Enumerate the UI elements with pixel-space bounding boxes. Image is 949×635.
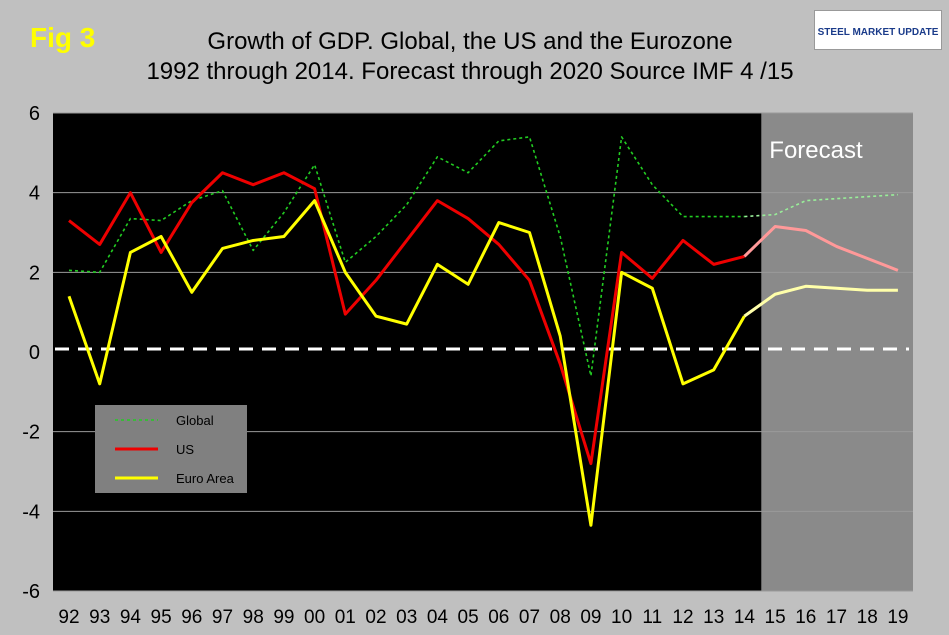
x-tick-label: 04 (427, 607, 449, 628)
x-tick-labels: 92 93 94 95 96 97 98 99 00 01 02 03 04 05 06 07 08 09 10 11… (58, 607, 908, 628)
x-tick-label: 00 (304, 607, 325, 628)
x-tick-label: 13 (703, 607, 724, 628)
forecast-label: Forecast (769, 137, 863, 164)
x-tick-label: 12 (672, 607, 693, 628)
series-forecast-line-1 (743, 225, 899, 272)
y-tick-label: 0 (29, 342, 40, 364)
y-tick-label: 2 (29, 262, 40, 284)
x-tick-label: 14 (734, 607, 756, 628)
legend-euro-label: Euro Area (176, 471, 235, 486)
forecast-region (761, 113, 913, 591)
x-tick-label: 15 (765, 607, 786, 628)
x-tick-label: 09 (580, 607, 601, 628)
x-tick-label: 19 (887, 607, 908, 628)
chart-title-line1: Growth of GDP. Global, the US and the Eu… (207, 28, 733, 55)
x-tick-label: 93 (89, 607, 110, 628)
series-lines (67, 136, 899, 527)
steel-market-update-logo: STEEL MARKET UPDATE (814, 10, 942, 50)
x-tick-label: 08 (550, 607, 571, 628)
series-forecast-line-0 (744, 193, 898, 218)
y-tick-label: 6 (29, 103, 40, 125)
series-line-0 (68, 136, 745, 377)
x-tick-label: 11 (642, 607, 662, 628)
y-tick-label: -4 (22, 501, 40, 523)
x-tick-label: 97 (212, 607, 233, 628)
figure-label: Fig 3 (30, 22, 96, 53)
x-tick-label: 01 (335, 607, 356, 628)
x-tick-label: 94 (120, 607, 142, 628)
series-forecast-line-2 (743, 284, 898, 318)
x-tick-label: 05 (458, 607, 479, 628)
x-tick-label: 96 (181, 607, 202, 628)
x-tick-label: 10 (611, 607, 632, 628)
chart-title-line2: 1992 through 2014. Forecast through 2020… (146, 58, 794, 85)
series-line-2 (67, 199, 746, 527)
x-tick-label: 16 (795, 607, 816, 628)
x-tick-label: 98 (243, 607, 264, 628)
y-tick-label: -2 (22, 422, 40, 444)
x-tick-label: 02 (365, 607, 386, 628)
x-tick-label: 03 (396, 607, 417, 628)
y-tick-labels: -6 -4 -2 0 2 4 6 (22, 103, 40, 603)
series-line-1 (68, 171, 745, 466)
x-tick-label: 06 (488, 607, 509, 628)
x-tick-label: 99 (273, 607, 294, 628)
x-tick-label: 92 (58, 607, 79, 628)
x-tick-label: 07 (519, 607, 540, 628)
logo-text: STEEL MARKET UPDATE (817, 27, 939, 38)
y-tick-label: 4 (29, 183, 40, 205)
legend-global-label: Global (176, 413, 214, 428)
legend: Global US Euro Area (95, 405, 247, 493)
x-tick-label: 95 (151, 607, 172, 628)
y-tick-label: -6 (22, 581, 40, 603)
x-tick-label: 17 (826, 607, 847, 628)
legend-us-label: US (176, 442, 194, 457)
x-tick-label: 18 (857, 607, 878, 628)
